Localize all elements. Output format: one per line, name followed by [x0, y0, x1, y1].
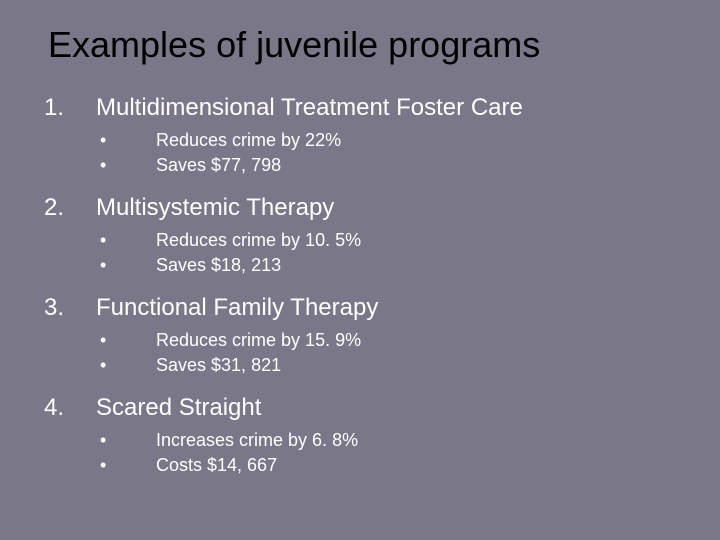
item-number: 3. — [44, 294, 96, 330]
bullet-text: Costs $14, 667 — [156, 455, 277, 476]
bullet-item: • Saves $77, 798 — [96, 155, 523, 176]
bullet-text: Saves $18, 213 — [156, 255, 281, 276]
item-title: Scared Straight — [96, 394, 523, 430]
item-number: 4. — [44, 394, 96, 430]
bullet-icon: • — [96, 130, 156, 151]
bullet-text: Reduces crime by 10. 5% — [156, 230, 361, 251]
list-item: 4. Scared Straight — [44, 394, 523, 430]
item-title: Functional Family Therapy — [96, 294, 523, 330]
list-item-sub: • Increases crime by 6. 8% • Costs $14, … — [44, 430, 523, 494]
bullet-item: • Increases crime by 6. 8% — [96, 430, 523, 451]
slide: Examples of juvenile programs 1. Multidi… — [0, 0, 720, 540]
list-item: 2. Multisystemic Therapy — [44, 194, 523, 230]
bullet-icon: • — [96, 330, 156, 351]
bullet-text: Saves $31, 821 — [156, 355, 281, 376]
bullet-icon: • — [96, 255, 156, 276]
bullet-item: • Reduces crime by 10. 5% — [96, 230, 523, 251]
bullet-icon: • — [96, 355, 156, 376]
numbered-list: 1. Multidimensional Treatment Foster Car… — [44, 94, 680, 494]
list-item-sub: • Reduces crime by 15. 9% • Saves $31, 8… — [44, 330, 523, 394]
bullet-item: • Saves $31, 821 — [96, 355, 523, 376]
bullet-text: Increases crime by 6. 8% — [156, 430, 358, 451]
item-number: 1. — [44, 94, 96, 130]
bullet-item: • Reduces crime by 22% — [96, 130, 523, 151]
item-title: Multidimensional Treatment Foster Care — [96, 94, 523, 130]
bullet-text: Reduces crime by 22% — [156, 130, 341, 151]
bullet-item: • Saves $18, 213 — [96, 255, 523, 276]
list-item: 3. Functional Family Therapy — [44, 294, 523, 330]
list-item-sub: • Reduces crime by 22% • Saves $77, 798 — [44, 130, 523, 194]
list-item: 1. Multidimensional Treatment Foster Car… — [44, 94, 523, 130]
bullet-icon: • — [96, 155, 156, 176]
bullet-icon: • — [96, 455, 156, 476]
bullet-icon: • — [96, 230, 156, 251]
item-title: Multisystemic Therapy — [96, 194, 523, 230]
bullet-item: • Costs $14, 667 — [96, 455, 523, 476]
bullet-item: • Reduces crime by 15. 9% — [96, 330, 523, 351]
list-item-sub: • Reduces crime by 10. 5% • Saves $18, 2… — [44, 230, 523, 294]
bullet-icon: • — [96, 430, 156, 451]
bullet-text: Saves $77, 798 — [156, 155, 281, 176]
item-number: 2. — [44, 194, 96, 230]
bullet-text: Reduces crime by 15. 9% — [156, 330, 361, 351]
slide-title: Examples of juvenile programs — [48, 24, 680, 66]
